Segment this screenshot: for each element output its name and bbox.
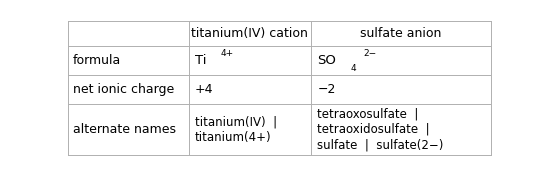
Text: titanium(4+): titanium(4+) — [195, 131, 271, 144]
Text: sulfate  |  sulfate(2−): sulfate | sulfate(2−) — [317, 138, 444, 151]
Text: Ti: Ti — [195, 54, 207, 67]
Text: 2−: 2− — [363, 49, 376, 58]
Text: titanium(IV) cation: titanium(IV) cation — [191, 27, 308, 40]
Text: −2: −2 — [317, 83, 336, 96]
Text: +4: +4 — [195, 83, 213, 96]
Text: tetraoxosulfate  |: tetraoxosulfate | — [317, 108, 419, 121]
Text: alternate names: alternate names — [73, 123, 176, 136]
Text: 4+: 4+ — [221, 49, 234, 58]
Text: formula: formula — [73, 54, 122, 67]
Text: net ionic charge: net ionic charge — [73, 83, 174, 96]
Text: sulfate anion: sulfate anion — [360, 27, 441, 40]
Text: titanium(IV)  |: titanium(IV) | — [195, 115, 277, 128]
Text: SO: SO — [317, 54, 336, 67]
Text: tetraoxidosulfate  |: tetraoxidosulfate | — [317, 123, 430, 136]
Text: 4: 4 — [350, 64, 356, 73]
